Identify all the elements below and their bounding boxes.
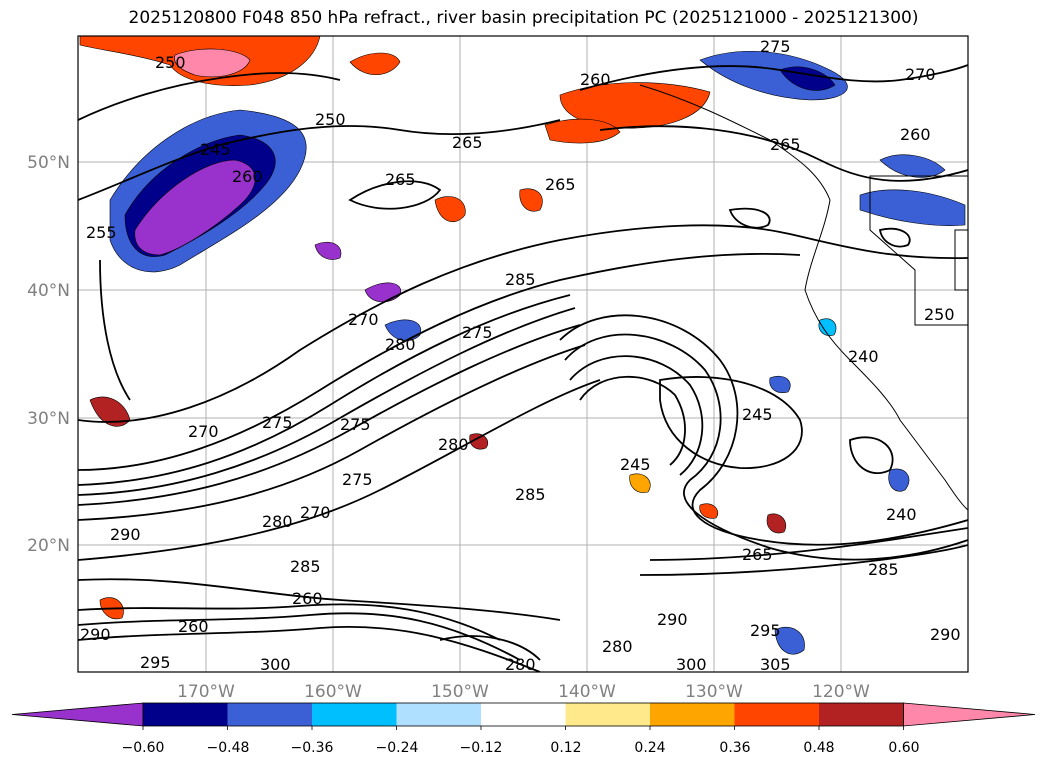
- contour-label: 260: [292, 589, 323, 608]
- contour-label: 305: [760, 655, 791, 674]
- contour-label: 255: [86, 223, 117, 242]
- contour-label: 265: [545, 175, 576, 194]
- contour-label: 275: [340, 415, 371, 434]
- colorbar-segment: [396, 703, 481, 726]
- contour-label: 275: [462, 323, 493, 342]
- colorbar-tick-label: 0.24: [634, 740, 665, 756]
- colorbar-segment: [227, 703, 312, 726]
- colorbar-segment: [481, 703, 566, 726]
- colorbar-segment: [819, 703, 904, 726]
- colorbar-tick-label: −0.48: [207, 740, 250, 756]
- contour-label: 285: [505, 270, 536, 289]
- colorbar-tick-label: 0.12: [550, 740, 581, 756]
- colorbar-tick-label: −0.36: [291, 740, 334, 756]
- contour-label: 285: [515, 485, 546, 504]
- contour-label: 280: [438, 435, 469, 454]
- colorbar-extend-high: [903, 702, 1036, 727]
- contour-label: 250: [155, 53, 186, 72]
- contour-label: 260: [178, 617, 209, 636]
- contour-labels: 250 245 260 265 265 255 250 260 265 275 …: [80, 37, 961, 674]
- contour-label: 290: [657, 610, 688, 629]
- lat-label-50n: 50°N: [27, 153, 70, 173]
- contour-label: 275: [342, 470, 373, 489]
- contour-label: 295: [750, 621, 781, 640]
- contour-label: 245: [200, 140, 231, 159]
- contour-label: 265: [452, 133, 483, 152]
- map-frame: [77, 35, 969, 673]
- contour-label: 240: [848, 347, 879, 366]
- contour-label: 280: [385, 335, 416, 354]
- colorbar-segment: [734, 703, 819, 726]
- colorbar-tick-label: 0.60: [888, 740, 919, 756]
- lat-label-30n: 30°N: [27, 409, 70, 429]
- contour-label: 265: [770, 135, 801, 154]
- colorbar-tick-label: −0.60: [122, 740, 165, 756]
- contour-label: 265: [385, 170, 416, 189]
- contour-label: 260: [900, 125, 931, 144]
- colorbar-tick-label: 0.36: [719, 740, 750, 756]
- contour-label: 260: [232, 167, 263, 186]
- contour-label: 300: [260, 655, 291, 674]
- lon-label-170w: 170°W: [177, 682, 235, 702]
- contour-label: 270: [188, 422, 219, 441]
- lon-label-160w: 160°W: [304, 682, 362, 702]
- colorbar-outline: [142, 702, 904, 727]
- lon-label-120w: 120°W: [812, 682, 870, 702]
- colorbar: [11, 702, 1036, 730]
- contour-label: 250: [924, 305, 955, 324]
- longitude-labels: 170°W 160°W 150°W 140°W 130°W 120°W: [177, 682, 870, 702]
- contour-label: 270: [905, 65, 936, 84]
- colorbar-tick-label: 0.48: [803, 740, 834, 756]
- contour-label: 270: [348, 310, 379, 329]
- contour-label: 250: [315, 110, 346, 129]
- contour-label: 245: [620, 455, 651, 474]
- refractivity-contours: [78, 64, 968, 672]
- colorbar-extend-low: [11, 702, 144, 727]
- map-title: 2025120800 F048 850 hPa refract., river …: [128, 8, 919, 28]
- contour-label: 290: [110, 525, 141, 544]
- colorbar-tick-label: −0.24: [376, 740, 419, 756]
- contour-label: 300: [676, 655, 707, 674]
- coastline: [639, 84, 968, 511]
- colorbar-ticks: −0.60 −0.48 −0.36 −0.24 −0.12 0.12 0.24 …: [122, 740, 920, 756]
- colorbar-tick-label: −0.12: [460, 740, 503, 756]
- colorbar-segment: [565, 703, 650, 726]
- colorbar-segment: [312, 703, 397, 726]
- contour-label: 285: [290, 557, 321, 576]
- contour-label: 295: [140, 653, 171, 672]
- contour-label: 275: [262, 413, 293, 432]
- contour-label: 240: [886, 505, 917, 524]
- colorbar-segment: [650, 703, 735, 726]
- lat-label-20n: 20°N: [27, 536, 70, 556]
- contour-label: 265: [742, 545, 773, 564]
- contour-label: 280: [505, 655, 536, 674]
- lat-label-40n: 40°N: [27, 281, 70, 301]
- colorbar-segment: [143, 703, 228, 726]
- contour-label: 275: [760, 37, 791, 56]
- contour-label: 260: [580, 70, 611, 89]
- contour-label: 290: [80, 625, 111, 644]
- lon-label-130w: 130°W: [685, 682, 743, 702]
- contour-label: 290: [930, 625, 961, 644]
- contour-label: 270: [300, 503, 331, 522]
- lon-label-140w: 140°W: [558, 682, 616, 702]
- latitude-labels: 50°N 40°N 30°N 20°N: [27, 153, 70, 556]
- contour-label: 245: [742, 405, 773, 424]
- contour-label: 280: [262, 512, 293, 531]
- lon-label-150w: 150°W: [431, 682, 489, 702]
- contour-label: 285: [868, 560, 899, 579]
- contour-label: 280: [602, 637, 633, 656]
